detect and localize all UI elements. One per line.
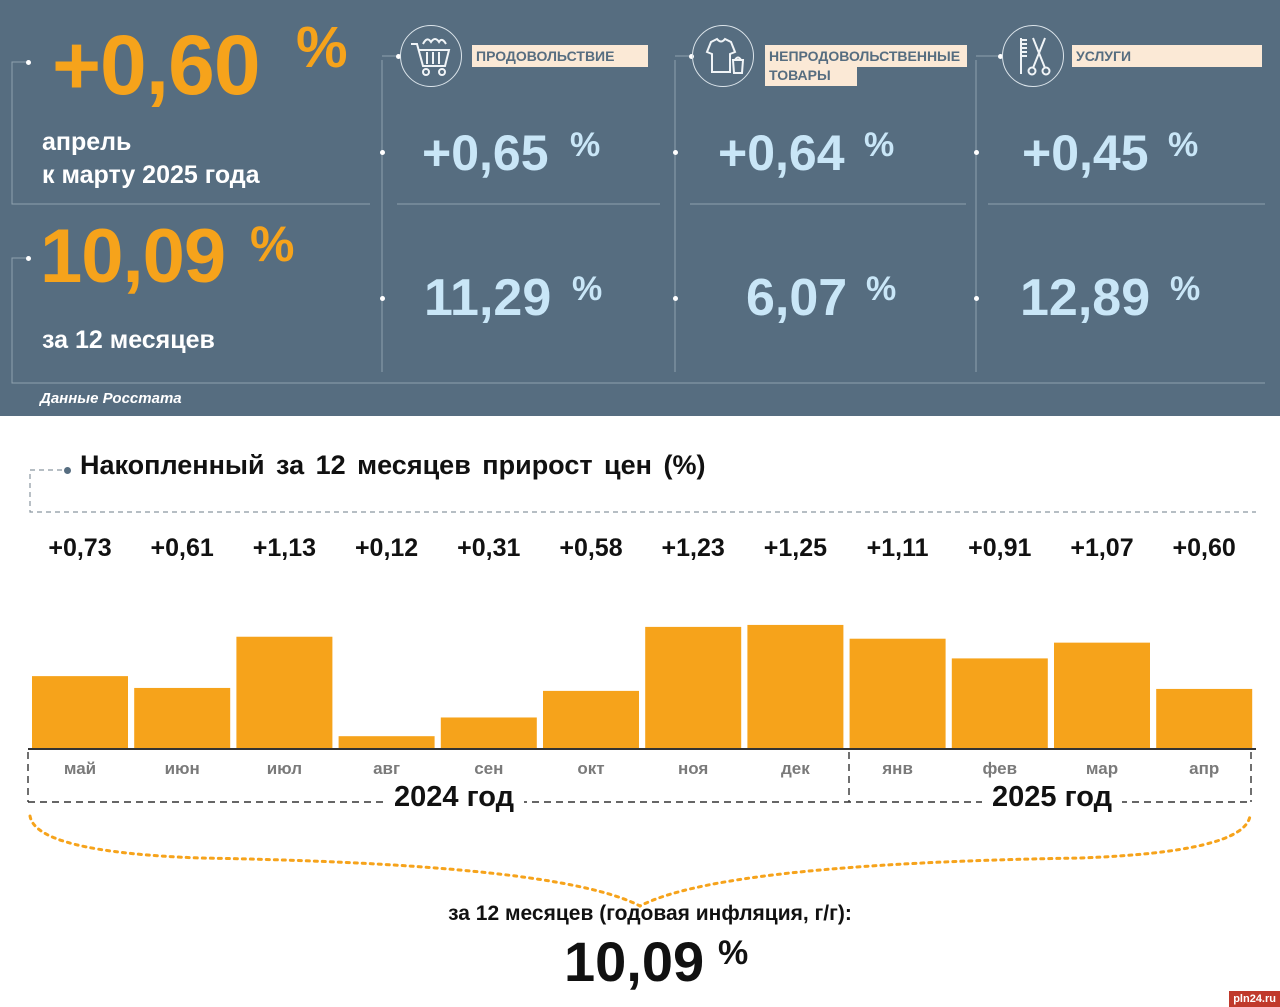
bullet-dot: [974, 150, 979, 155]
bar-июл: [236, 636, 333, 748]
month-label: янв: [882, 759, 913, 778]
services-monthly-pct: %: [1168, 126, 1199, 164]
bar-value-label: +1,07: [1070, 534, 1134, 562]
food-monthly-value: +0,65: [422, 125, 549, 181]
bar-value-label: +0,91: [968, 534, 1032, 562]
food-monthly-pct: %: [570, 126, 601, 164]
month-label: авг: [373, 759, 401, 778]
comb-scissors-icon: [1002, 25, 1064, 87]
month-label: июн: [164, 759, 200, 778]
bar-value-label: +0,73: [48, 534, 112, 562]
bar-окт: [543, 690, 639, 748]
annual-brace: [28, 814, 1252, 908]
bullet-dot: [673, 150, 678, 155]
bar-value-label: +0,12: [354, 534, 419, 562]
nonfood-monthly-value: +0,64: [718, 125, 845, 181]
services-monthly-value: +0,45: [1022, 125, 1149, 181]
bar-май: [32, 676, 128, 748]
bullet-dot: [673, 296, 678, 301]
bullet-dot: [26, 60, 31, 65]
month-label: май: [63, 759, 97, 778]
month-label: окт: [577, 759, 605, 778]
bullet-dot: [998, 54, 1003, 59]
annual-caption: за 12 месяцев (годовая инфляция, г/г):: [448, 902, 852, 925]
annual-footer-pct: %: [718, 934, 749, 972]
services-annual-pct: %: [1170, 270, 1201, 308]
month-label: июл: [266, 759, 303, 778]
monthly-sub-1: апрель: [42, 128, 132, 156]
bar-value-label: +0,31: [457, 534, 521, 562]
bullet-dot: [689, 54, 694, 59]
nonfood-annual-value: 6,07: [746, 269, 848, 327]
month-label: сен: [474, 759, 504, 778]
bar-value-label: +1,23: [661, 534, 725, 562]
chart-decorations: [27, 469, 1256, 908]
food-annual-pct: %: [572, 270, 603, 308]
shopping-cart-icon: [400, 25, 462, 87]
bar-chart: [28, 624, 1256, 750]
bar-ноя: [645, 626, 742, 748]
monthly-inflation-value: +0,60: [52, 18, 261, 112]
food-annual-value: 11,29: [424, 269, 552, 327]
monthly-pct-sign: %: [296, 15, 348, 80]
chart-title: Накопленный за 12 месяцев прирост цен (%…: [80, 450, 706, 480]
services-annual-value: 12,89: [1020, 269, 1151, 327]
bar-фев: [951, 658, 1048, 748]
month-label: мар: [1085, 759, 1119, 778]
annual-pct-sign: %: [250, 216, 294, 272]
category-tag-nonfood-2: ТОВАРЫ: [765, 64, 857, 86]
category-tag-nonfood-line1: НЕПРОДОВОЛЬСТВЕННЫЕ: [769, 48, 961, 64]
month-label: фев: [982, 759, 1018, 778]
bar-value-label: +0,58: [559, 534, 623, 562]
annual-sub: за 12 месяцев: [42, 326, 215, 354]
bullet-dot: [380, 150, 385, 155]
bar-сен: [440, 717, 537, 748]
category-tag-nonfood-line2: ТОВАРЫ: [769, 67, 831, 83]
month-label: дек: [781, 759, 810, 778]
year-label-2025: 2025 год: [982, 781, 1123, 814]
bar-апр: [1156, 688, 1253, 748]
annual-footer-value: 10,09: [564, 930, 705, 993]
annual-inflation-value: 10,09: [40, 214, 226, 299]
bullet-dot: [26, 256, 31, 261]
bar-мар: [1054, 642, 1150, 748]
category-tag-services: УСЛУГИ: [1072, 45, 1262, 67]
month-label: ноя: [678, 759, 709, 778]
panel-divider-lines: [11, 55, 1265, 384]
category-tag-nonfood: НЕПРОДОВОЛЬСТВЕННЫЕ: [765, 45, 967, 67]
bar-value-label: +0,61: [150, 534, 214, 562]
bullet-dot: [396, 54, 401, 59]
bar-value-label: +0,60: [1172, 534, 1236, 562]
year-label-2024: 2024 год: [384, 781, 525, 814]
bar-янв: [849, 638, 946, 748]
bar-value-label: +1,25: [763, 534, 828, 562]
bar-авг: [338, 736, 435, 748]
monthly-sub-2: к марту 2025 года: [42, 161, 260, 189]
month-label: апр: [1189, 759, 1220, 778]
nonfood-annual-pct: %: [866, 270, 897, 308]
bullet-dot: [380, 296, 385, 301]
bar-июн: [134, 687, 231, 748]
clothes-bag-icon: [692, 25, 754, 87]
watermark: pln24.ru: [1229, 991, 1280, 1007]
nonfood-monthly-pct: %: [864, 126, 895, 164]
bar-дек: [747, 624, 844, 748]
bar-value-label: +1,11: [866, 534, 929, 562]
bar-value-label: +1,13: [252, 534, 317, 562]
category-tag-food: ПРОДОВОЛЬСТВИЕ: [472, 45, 648, 67]
source-note: Данные Росстата: [40, 390, 182, 407]
bullet-dot: [974, 296, 979, 301]
title-bullet: [64, 467, 71, 474]
summary-panel: +0,60 % апрель к марту 2025 года 10,09 %…: [0, 0, 1280, 416]
